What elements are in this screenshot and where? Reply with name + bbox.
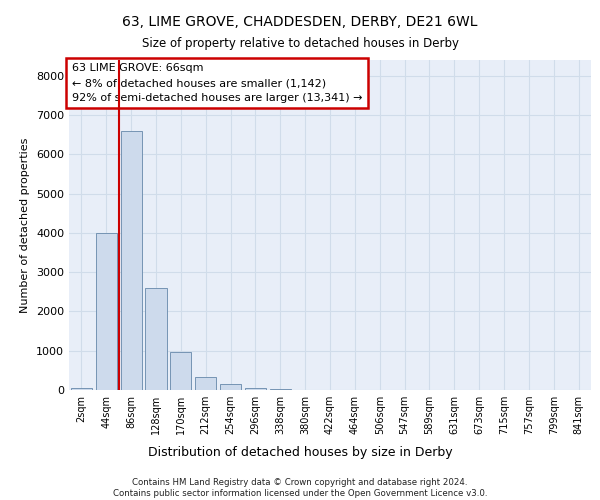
Y-axis label: Number of detached properties: Number of detached properties [20,138,31,312]
Bar [220,384,241,390]
Text: Distribution of detached houses by size in Derby: Distribution of detached houses by size … [148,446,452,459]
Bar [170,352,191,390]
Text: 63, LIME GROVE, CHADDESDEN, DERBY, DE21 6WL: 63, LIME GROVE, CHADDESDEN, DERBY, DE21 … [122,15,478,29]
Bar [270,389,291,390]
Text: 63 LIME GROVE: 66sqm
← 8% of detached houses are smaller (1,142)
92% of semi-det: 63 LIME GROVE: 66sqm ← 8% of detached ho… [71,64,362,103]
Text: Contains HM Land Registry data © Crown copyright and database right 2024.
Contai: Contains HM Land Registry data © Crown c… [113,478,487,498]
Bar [71,388,92,390]
Bar [121,130,142,390]
Text: Size of property relative to detached houses in Derby: Size of property relative to detached ho… [142,38,458,51]
Bar [96,233,117,390]
Bar [145,288,167,390]
Bar [195,377,216,390]
Bar [245,388,266,390]
